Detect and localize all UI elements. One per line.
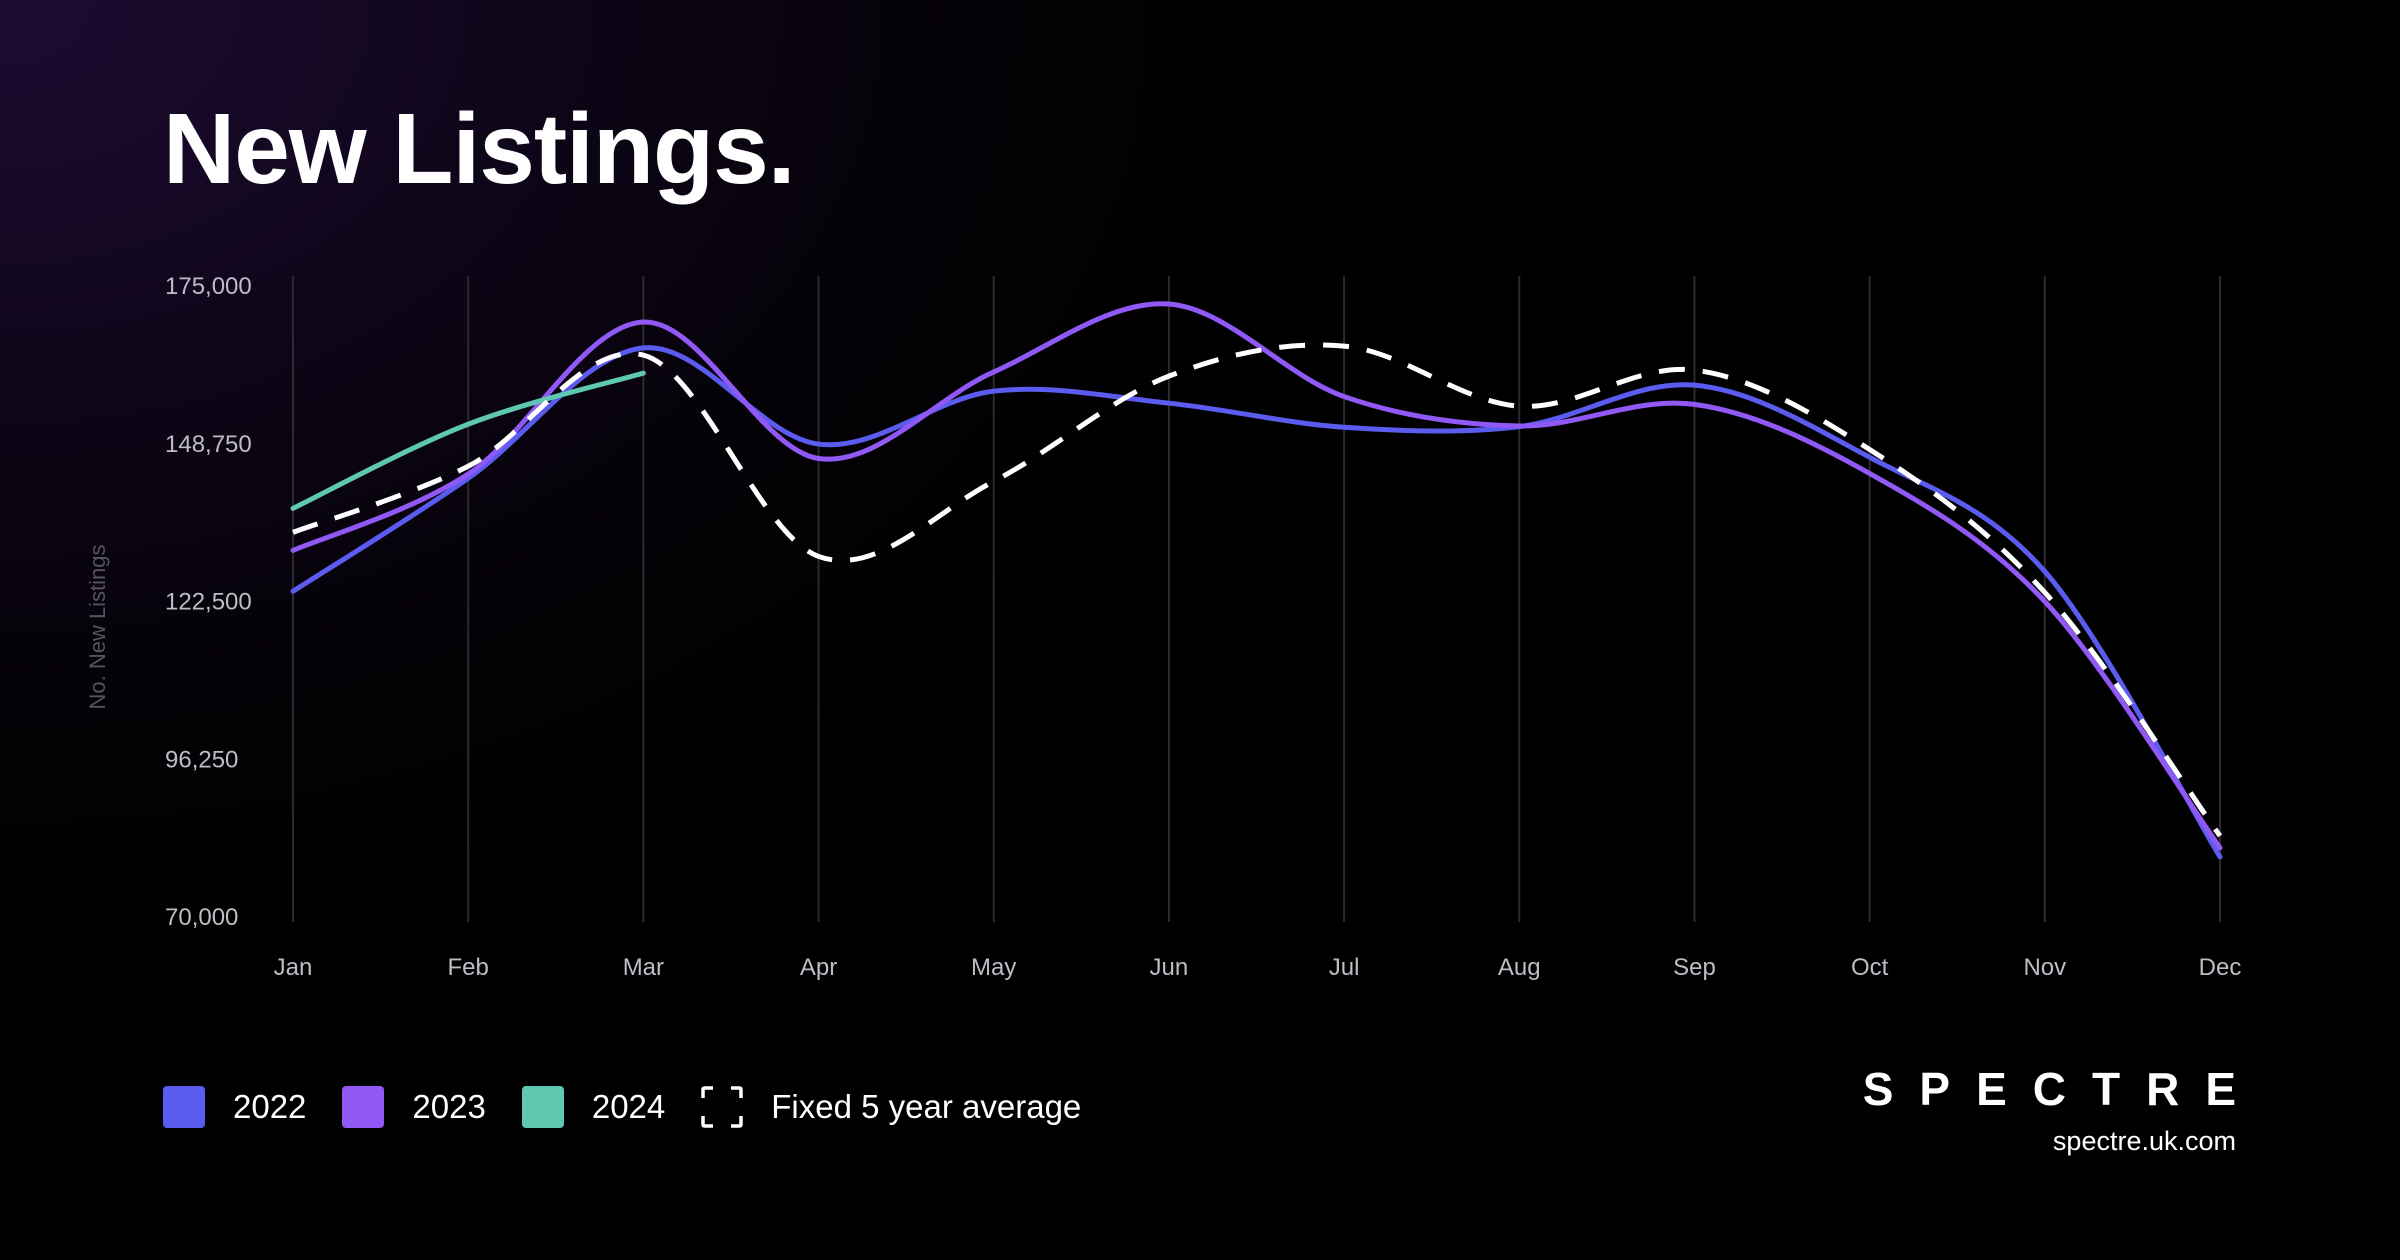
x-tick-label: Sep: [1673, 954, 1716, 981]
x-tick-label: Oct: [1851, 954, 1889, 981]
y-axis-ticks: 175,000 148,750 122,500 96,250 70,000: [165, 273, 252, 931]
x-tick-label: Jan: [274, 954, 313, 981]
legend-item-average: Fixed 5 year average: [701, 1086, 1081, 1128]
line-chart: 175,000 148,750 122,500 96,250 70,000 Jan Feb…: [85, 273, 2242, 981]
chart-title: New Listings.: [163, 93, 796, 205]
x-tick-label: Jun: [1150, 954, 1189, 981]
legend-label: 2022: [233, 1088, 307, 1125]
series-line-2022: [290, 345, 2223, 860]
legend-item-2022: 2022: [163, 1086, 306, 1128]
x-tick-label: Apr: [800, 954, 837, 981]
legend-label: 2023: [412, 1088, 486, 1125]
legend-item-2024: 2024: [521, 1086, 666, 1128]
brand: SPECTRE spectre.uk.com: [1863, 1062, 2236, 1157]
brand-url: spectre.uk.com: [2052, 1126, 2236, 1156]
legend-swatch-2023: [342, 1086, 385, 1128]
legend-swatch-average: [701, 1086, 744, 1128]
legend-item-2023: 2023: [342, 1086, 486, 1128]
y-tick-label: 148,750: [165, 431, 252, 458]
x-tick-label: Jul: [1329, 954, 1360, 981]
series-layer: [290, 301, 2223, 860]
legend: 2022 2023 2024 Fixed 5 year average: [163, 1086, 1117, 1128]
grid-layer: [292, 276, 2221, 922]
series-line-2024: [290, 370, 646, 511]
y-tick-label: 122,500: [165, 589, 252, 616]
y-axis-label: No. New Listings: [85, 544, 110, 709]
x-tick-label: Feb: [448, 954, 489, 981]
x-axis-ticks: Jan Feb Mar Apr May Jun Jul Aug Sep Oct Nov Dec: [274, 954, 2242, 981]
y-tick-label: 96,250: [165, 746, 238, 773]
series-line-2023: [290, 301, 2223, 851]
y-tick-label: 70,000: [165, 904, 238, 931]
series-line-average: [292, 342, 2223, 838]
x-tick-label: May: [971, 954, 1016, 981]
x-tick-label: Mar: [623, 954, 664, 981]
x-tick-label: Aug: [1498, 954, 1541, 981]
legend-swatch-2024: [521, 1086, 564, 1128]
brand-logo: SPECTRE: [1862, 1063, 2262, 1115]
x-tick-label: Dec: [2199, 954, 2242, 981]
legend-label: Fixed 5 year average: [771, 1088, 1082, 1125]
x-tick-label: Nov: [2023, 954, 2066, 981]
legend-swatch-2022: [163, 1086, 205, 1128]
y-tick-label: 175,000: [165, 273, 252, 300]
legend-label: 2024: [591, 1088, 666, 1125]
